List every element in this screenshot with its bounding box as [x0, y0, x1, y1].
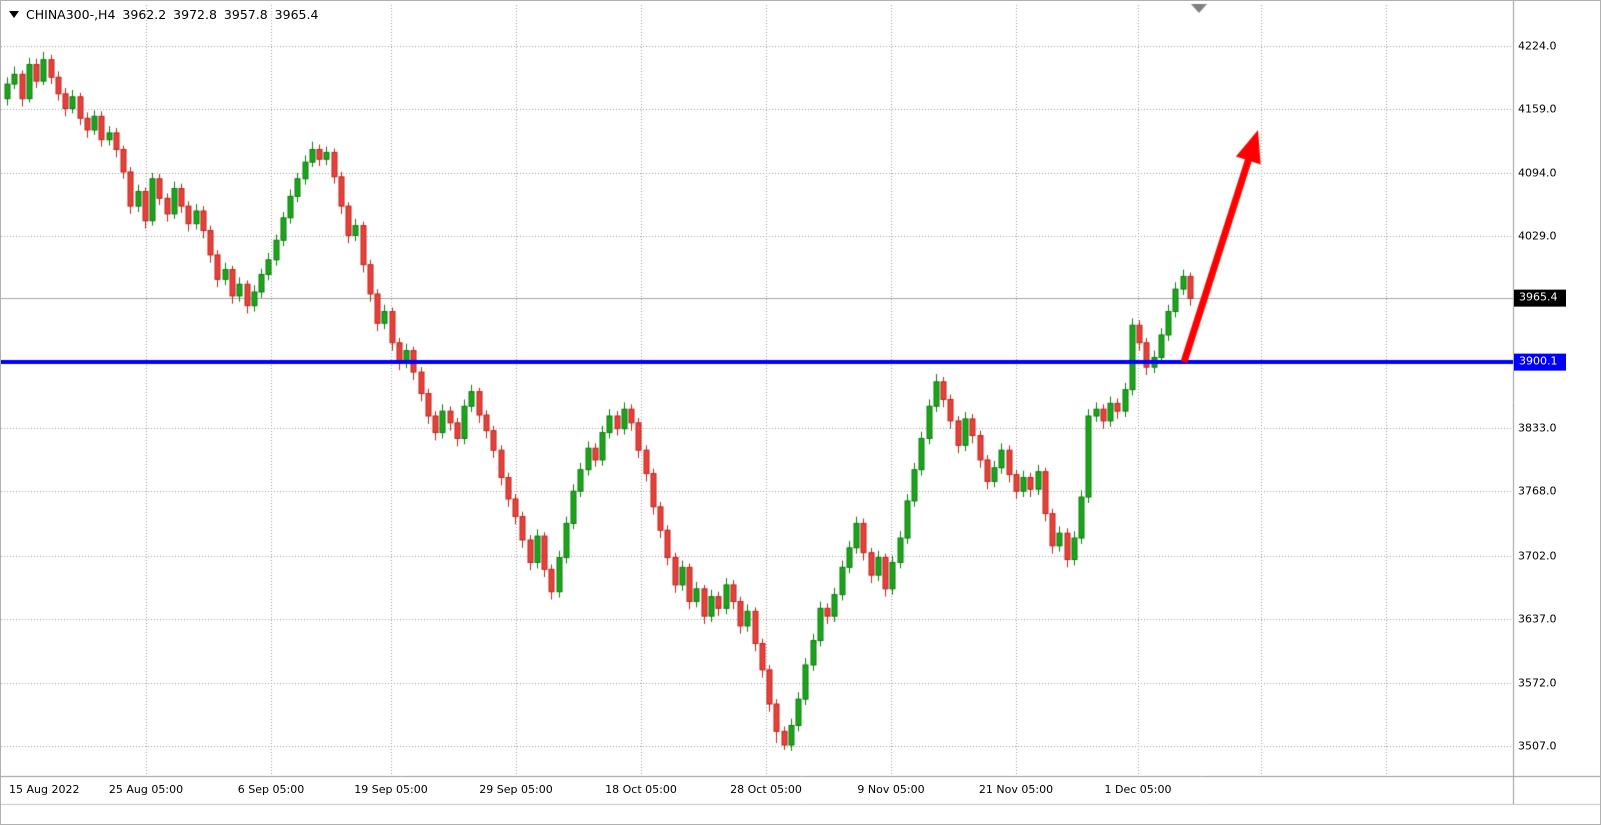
time-axis-label: 15 Aug 2022	[9, 783, 80, 796]
time-axis-label: 29 Sep 05:00	[479, 783, 553, 796]
price-axis-label: 4029.0	[1518, 229, 1557, 243]
current-price-badge: 3965.4	[1514, 290, 1566, 307]
price-axis-label: 4224.0	[1518, 39, 1557, 53]
price-axis-label: 3507.0	[1518, 739, 1557, 753]
hline-price-badge: 3900.1	[1514, 353, 1566, 371]
price-axis-label: 3637.0	[1518, 612, 1557, 626]
quote-low: 3957.8	[223, 7, 268, 22]
time-axis-label: 18 Oct 05:00	[605, 783, 677, 796]
price-axis-label: 3768.0	[1518, 484, 1557, 498]
price-axis-label: 4094.0	[1518, 166, 1557, 180]
price-axis-label: 3702.0	[1518, 549, 1557, 563]
price-axis-label: 4159.0	[1518, 102, 1557, 116]
time-axis-label: 28 Oct 05:00	[730, 783, 802, 796]
symbol-marker-icon	[9, 11, 19, 18]
time-axis-label: 19 Sep 05:00	[354, 783, 428, 796]
symbol-quote-bar: CHINA300-,H4 3962.2 3972.8 3957.8 3965.4	[9, 7, 318, 22]
price-axis-label: 3572.0	[1518, 676, 1557, 690]
quote-close: 3965.4	[274, 7, 319, 22]
time-axis-label: 21 Nov 05:00	[978, 783, 1054, 796]
quote-open: 3962.2	[122, 7, 167, 22]
time-axis-label: 6 Sep 05:00	[237, 783, 305, 796]
time-axis-label: 9 Nov 05:00	[857, 783, 925, 796]
time-axis-label: 1 Dec 05:00	[1104, 783, 1172, 796]
time-axis-label: 25 Aug 05:00	[108, 783, 184, 796]
price-axis-label: 3833.0	[1518, 421, 1557, 435]
quote-high: 3972.8	[173, 7, 217, 22]
time-axis[interactable]: 15 Aug 2022 25 Aug 05:00 6 Sep 05:00 19 Sep…	[1, 777, 1513, 803]
price-axis[interactable]: 4224.0 4159.0 4094.0 4029.0 3833.0 3768.0 3702…	[1514, 1, 1600, 776]
symbol-name: CHINA300-,H4	[26, 7, 116, 22]
